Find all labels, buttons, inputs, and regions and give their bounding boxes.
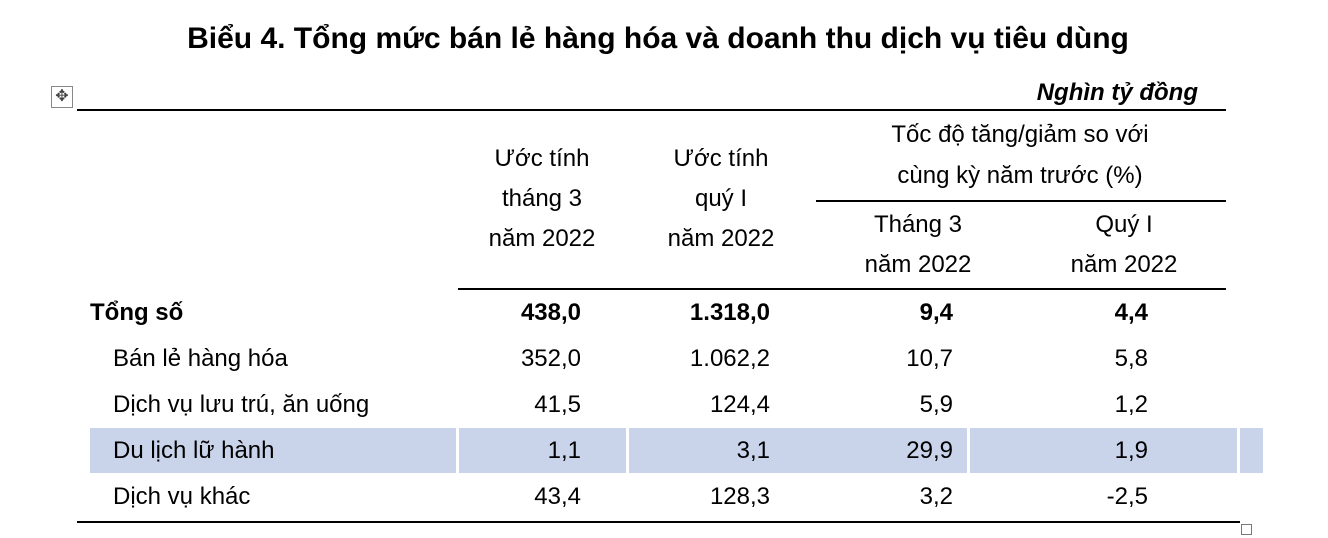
cell-value: 128,3 — [709, 483, 770, 510]
row-label: Dịch vụ khác — [113, 483, 251, 510]
row-label: Dịch vụ lưu trú, ăn uống — [113, 391, 370, 418]
cell-value: 9,4 — [919, 299, 953, 326]
row-highlight — [1240, 428, 1263, 473]
resize-handle[interactable] — [1241, 524, 1252, 535]
header-cell: quý I — [694, 185, 748, 212]
cell-value: 5,9 — [919, 391, 953, 418]
cell-value: 1,9 — [1114, 437, 1148, 464]
row-highlight — [459, 428, 626, 473]
row-label: Du lịch lữ hành — [113, 437, 275, 464]
header-cell: cùng kỳ năm trước (%) — [897, 162, 1143, 189]
row-highlight — [629, 428, 967, 473]
cell-value: 352,0 — [520, 345, 581, 372]
cell-value: 3,2 — [919, 483, 953, 510]
row-highlight — [90, 428, 456, 473]
unit: Nghìn tỷ đồng — [1036, 79, 1198, 106]
header-cell: năm 2022 — [488, 225, 596, 252]
rule — [458, 288, 1226, 290]
cell-value: 43,4 — [534, 483, 581, 510]
cell-value: 3,1 — [736, 437, 770, 464]
header-cell: Ước tính — [494, 145, 590, 172]
rule — [816, 200, 1226, 202]
row-highlight — [970, 428, 1237, 473]
header-cell: năm 2022 — [864, 251, 972, 278]
cell-value: 1.062,2 — [689, 345, 770, 372]
header-cell: Quý I — [1095, 211, 1153, 238]
title: Biểu 4. Tổng mức bán lẻ hàng hóa và doan… — [187, 22, 1129, 55]
rule — [77, 109, 1226, 111]
header-cell: năm 2022 — [1070, 251, 1178, 278]
cell-value: 10,7 — [906, 345, 953, 372]
move-handle[interactable]: ✥ — [51, 86, 73, 108]
cell-value: 41,5 — [534, 391, 581, 418]
cell-value: 1,2 — [1114, 391, 1148, 418]
cell-value: 438,0 — [520, 299, 581, 326]
header-cell: Tháng 3 — [873, 211, 963, 238]
cell-value: 1,1 — [547, 437, 581, 464]
header-cell: Tốc độ tăng/giảm so với — [891, 121, 1149, 148]
rule — [77, 521, 1240, 523]
row-label: Tổng số — [90, 299, 184, 326]
header-cell: tháng 3 — [501, 185, 583, 212]
cell-value: 124,4 — [709, 391, 770, 418]
cell-value: 29,9 — [906, 437, 953, 464]
cell-value: 4,4 — [1114, 299, 1148, 326]
cell-value: -2,5 — [1106, 483, 1148, 510]
cell-value: 1.318,0 — [689, 299, 770, 326]
cell-value: 5,8 — [1114, 345, 1148, 372]
row-label: Bán lẻ hàng hóa — [113, 345, 288, 372]
header-cell: năm 2022 — [667, 225, 775, 252]
header-cell: Ước tính — [673, 145, 769, 172]
